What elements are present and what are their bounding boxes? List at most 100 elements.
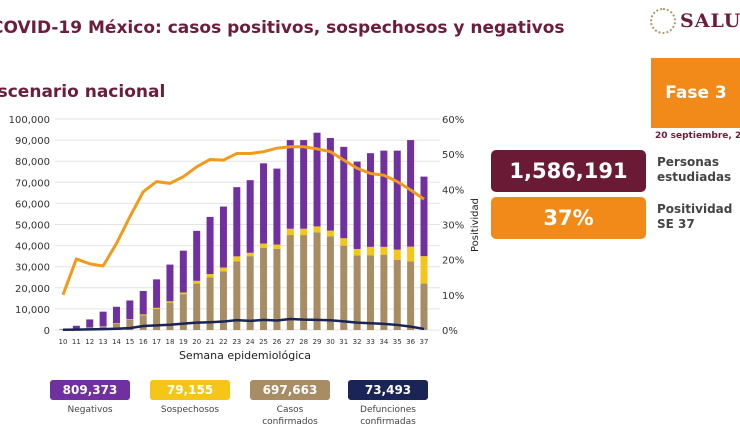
studied-label-line1: Personas (657, 155, 720, 169)
bar-casos-confirmados (153, 308, 161, 330)
bar-negativos (112, 306, 120, 324)
x-tick-label: 32 (353, 338, 362, 346)
phase-badge: Fase 3 (651, 58, 740, 128)
bar-negativos (153, 279, 161, 308)
x-tick-label: 24 (246, 338, 255, 346)
bar-casos-confirmados (193, 283, 201, 330)
bar-casos-confirmados (166, 302, 174, 330)
total-label: Negativos (40, 404, 140, 416)
x-tick-label: 18 (165, 338, 174, 346)
y-tick-label: 70,000 (15, 178, 50, 189)
bar-sospechosos (353, 248, 361, 256)
bar-casos-confirmados (126, 319, 134, 330)
bar-negativos (420, 176, 428, 257)
bar-negativos (179, 250, 187, 293)
bar-casos-confirmados (179, 294, 187, 330)
bar-sospechosos (153, 307, 161, 309)
bar-casos-confirmados (206, 277, 214, 330)
bar-negativos (193, 230, 201, 281)
positivity-value: 37% (491, 197, 646, 239)
x-tick-label: 22 (219, 338, 228, 346)
bar-negativos (407, 140, 415, 247)
logo-text: SALUD (680, 10, 740, 32)
y2-tick-label: 50% (442, 150, 464, 161)
page-title: COVID-19 México: casos positivos, sospec… (0, 18, 565, 38)
y2-tick-label: 0% (442, 326, 458, 337)
bar-sospechosos (420, 256, 428, 284)
bar-negativos (126, 300, 134, 320)
x-tick-label: 25 (259, 338, 268, 346)
bar-casos-confirmados (246, 256, 254, 330)
x-tick-label: 11 (72, 338, 81, 346)
y-tick-label: 30,000 (15, 263, 50, 274)
y-tick-label: 10,000 (15, 305, 50, 316)
total-value: 809,373 (50, 380, 130, 400)
x-tick-label: 14 (112, 338, 121, 346)
page-subtitle: Escenario nacional (0, 82, 166, 102)
bar-sospechosos (112, 323, 120, 324)
y-tick-label: 0 (44, 326, 50, 337)
total-label-line2: confirmadas (360, 417, 416, 427)
positivity-label: Positividad SE 37 (657, 202, 732, 232)
x-tick-label: 19 (179, 338, 188, 346)
bar-negativos (260, 163, 268, 244)
y-tick-label: 60,000 (15, 199, 50, 210)
report-date: 20 septiembre, 2020 (655, 131, 740, 141)
x-tick-label: 17 (152, 338, 161, 346)
bar-negativos (72, 325, 80, 329)
x-tick-label: 34 (379, 338, 388, 346)
x-tick-label: 31 (339, 338, 348, 346)
bar-sospechosos (219, 267, 227, 272)
bar-negativos (86, 319, 94, 328)
y-tick-label: 40,000 (15, 242, 50, 253)
bar-casos-confirmados (286, 235, 294, 330)
bar-casos-confirmados (219, 271, 227, 330)
total-label-line1: Casos (276, 405, 304, 415)
bar-negativos (273, 168, 281, 245)
bar-negativos (99, 311, 107, 327)
x-tick-label: 29 (313, 338, 322, 346)
line-defunciones-confirmadas (62, 317, 425, 332)
bar-sospechosos (246, 252, 254, 257)
x-axis-label: Semana epidemiológica (179, 349, 311, 362)
y2-tick-label: 20% (442, 256, 464, 267)
bar-casos-confirmados (300, 235, 308, 330)
total-value: 73,493 (348, 380, 428, 400)
x-tick-label: 20 (192, 338, 201, 346)
bar-negativos (380, 150, 388, 247)
x-tick-label: 23 (232, 338, 241, 346)
total-label-line1: Defunciones (360, 405, 416, 415)
bar-negativos (219, 206, 227, 268)
y2-tick-label: 10% (442, 291, 464, 302)
bar-negativos (233, 187, 241, 257)
x-tick-label: 30 (326, 338, 335, 346)
y-tick-label: 80,000 (15, 157, 50, 168)
bar-sospechosos (179, 292, 187, 295)
covid-chart: 0 10,000 20,000 30,000 40,000 50,000 60,000 70,… (9, 115, 481, 362)
bar-negativos (286, 140, 294, 229)
bar-casos-confirmados (139, 315, 147, 330)
x-tick-label: 12 (85, 338, 94, 346)
bar-casos-confirmados (340, 245, 348, 330)
bar-sospechosos (380, 246, 388, 255)
bar-casos-confirmados (112, 323, 120, 330)
bar-sospechosos (126, 319, 134, 320)
bar-negativos (246, 180, 254, 253)
x-tick-label: 16 (139, 338, 148, 346)
bar-sospechosos (260, 243, 268, 248)
total-value: 697,663 (250, 380, 330, 400)
bar-sospechosos (193, 280, 201, 284)
total-label-line1: Sospechosos (160, 405, 220, 415)
total-label: Defunciones confirmadas (338, 404, 438, 428)
bar-sospechosos (166, 301, 174, 303)
bar-casos-confirmados (313, 232, 321, 330)
y2-axis-label: Positividad (470, 198, 481, 252)
bar-negativos (139, 290, 147, 315)
bar-sospechosos (233, 256, 241, 262)
bar-negativos (340, 146, 348, 239)
bar-negativos (367, 153, 375, 247)
bar-negativos (393, 150, 401, 250)
x-tick-label: 28 (299, 338, 308, 346)
x-tick-label: 21 (206, 338, 215, 346)
y-tick-label: 90,000 (15, 136, 50, 147)
